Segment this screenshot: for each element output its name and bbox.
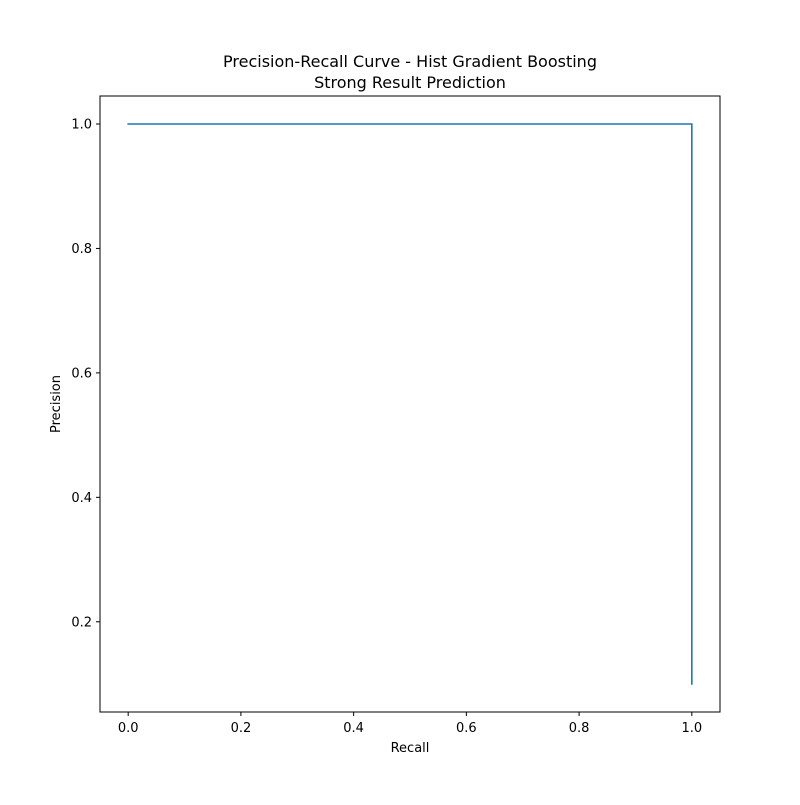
x-tick-label: 0.4 bbox=[343, 721, 364, 736]
x-tick-label: 0.2 bbox=[231, 721, 252, 736]
y-tick-label: 0.2 bbox=[71, 615, 92, 630]
pr-curve-line-0 bbox=[127, 123, 693, 685]
x-tick-label: 0.8 bbox=[569, 721, 590, 736]
chart-title: Precision-Recall Curve - Hist Gradient B… bbox=[223, 52, 597, 71]
y-axis-label: Precision bbox=[49, 375, 64, 433]
y-tick-label: 1.0 bbox=[71, 118, 92, 133]
axes-frame bbox=[99, 95, 721, 713]
x-axis-label: Recall bbox=[391, 741, 430, 756]
chart-subtitle: Strong Result Prediction bbox=[314, 73, 506, 92]
y-tick-label: 0.4 bbox=[71, 491, 92, 506]
x-tick-label: 1.0 bbox=[681, 721, 702, 736]
plot-area: 0.0 0.2 0.4 0.6 0.8 1.0 0.2 0.4 0.6 0.8 1.0 bbox=[71, 95, 721, 736]
x-tick-label: 0.0 bbox=[118, 721, 139, 736]
y-tick-label: 0.8 bbox=[71, 242, 92, 257]
x-tick-label: 0.6 bbox=[456, 721, 477, 736]
y-tick-label: 0.6 bbox=[71, 366, 92, 381]
